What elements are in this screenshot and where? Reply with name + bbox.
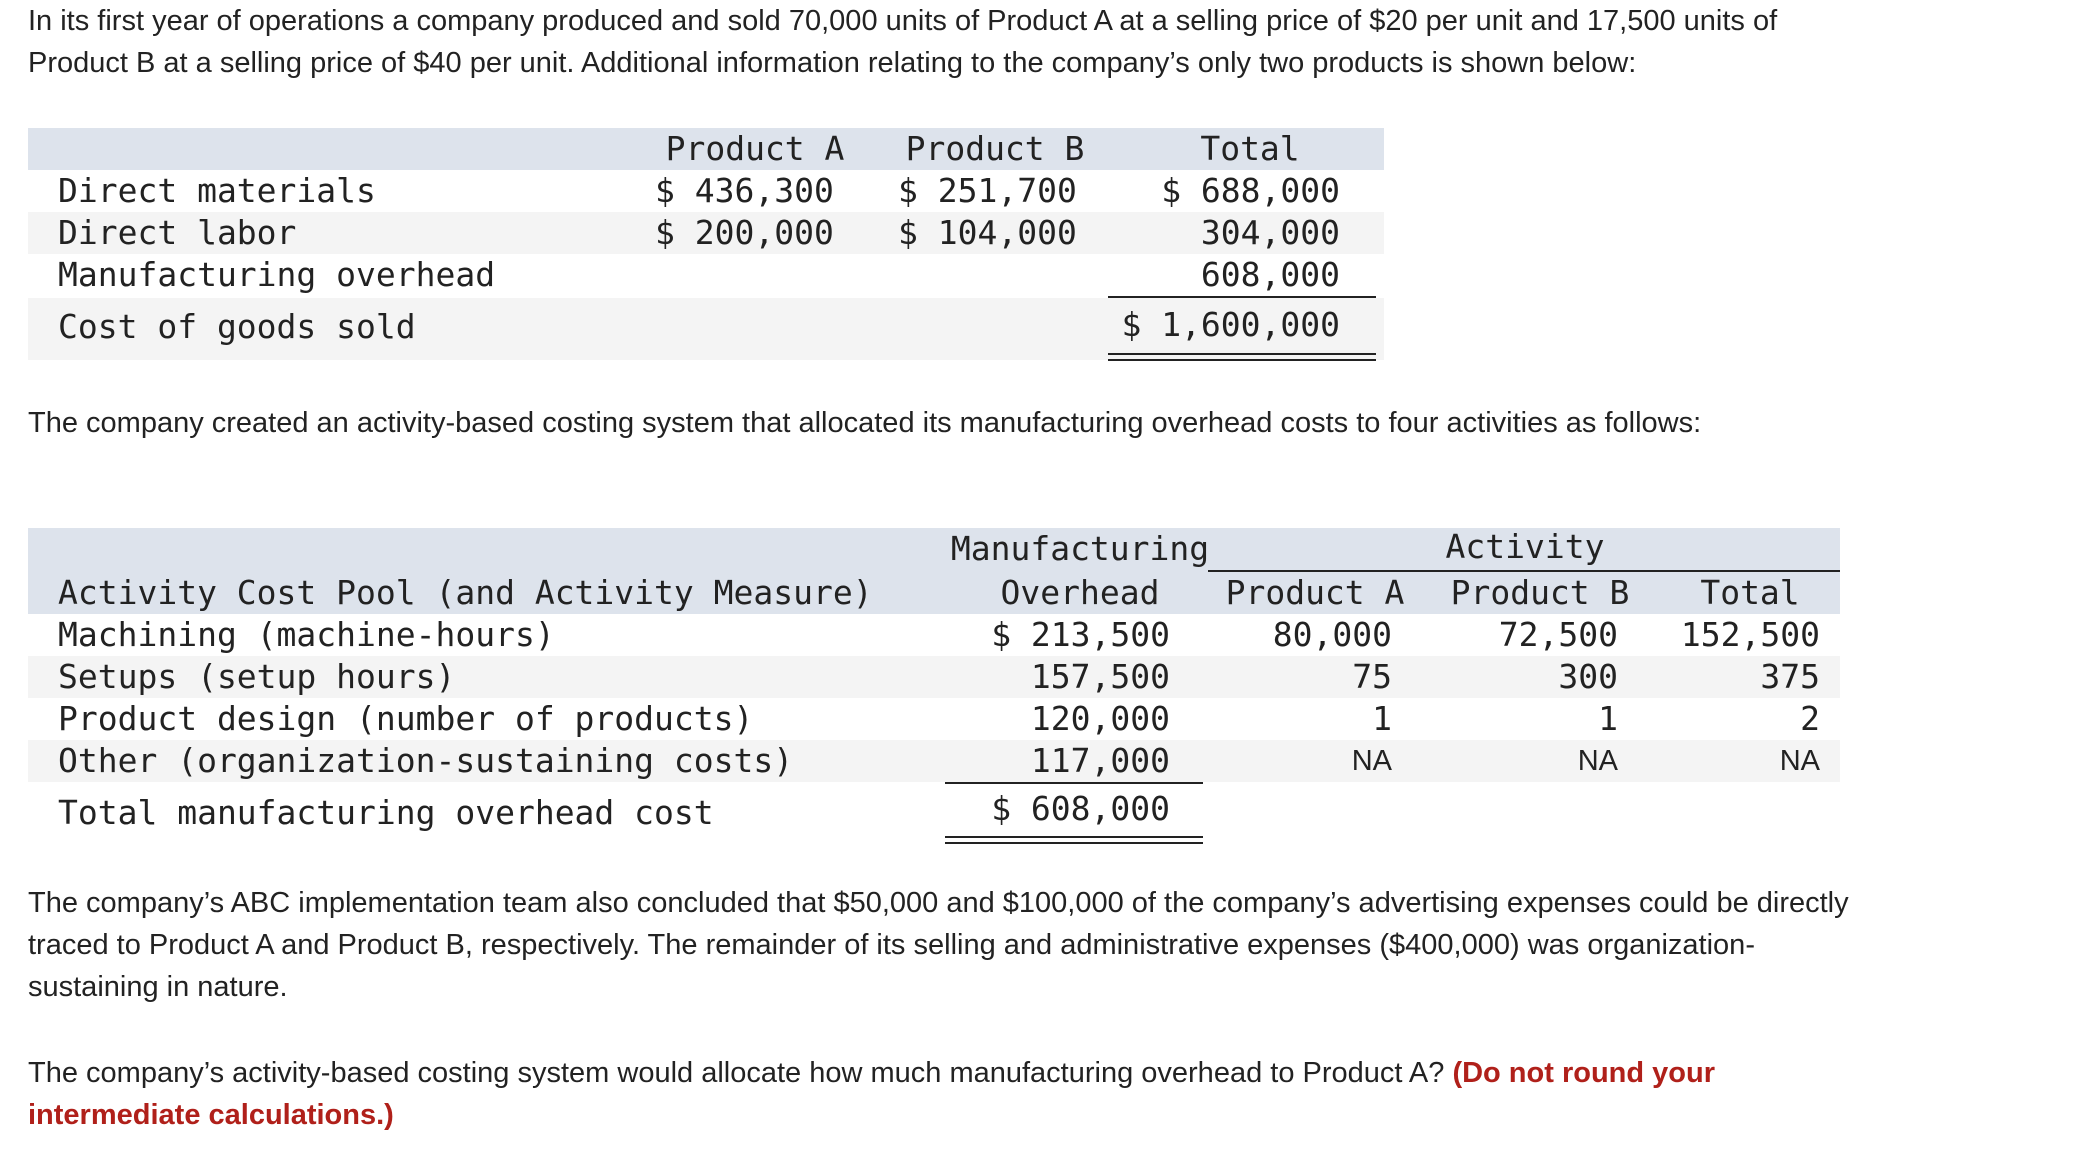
abc-header-product-a: Product A bbox=[1225, 573, 1405, 612]
advertising-line-3: sustaining in nature. bbox=[28, 971, 288, 1003]
cogs-total: $ 1,600,000 bbox=[1121, 305, 1340, 344]
cost-row-label: Direct labor bbox=[58, 213, 297, 252]
abc-subtotal-rule bbox=[945, 782, 1203, 784]
cost-row-product-a: $ 200,000 bbox=[655, 213, 834, 252]
abc-row-label: Machining (machine-hours) bbox=[58, 615, 555, 654]
abc-row-overhead: 117,000 bbox=[1030, 741, 1170, 780]
cost-header-product-b: Product B bbox=[905, 129, 1085, 168]
intro-paragraph: In its first year of operations a compan… bbox=[28, 0, 2048, 84]
advertising-line-2: traced to Product A and Product B, respe… bbox=[28, 929, 1755, 961]
advertising-paragraph: The company’s ABC implementation team al… bbox=[28, 882, 2048, 1008]
abc-row-overhead: 120,000 bbox=[1030, 699, 1170, 738]
abc-row-label: Setups (setup hours) bbox=[58, 657, 456, 696]
question-text: The company’s activity-based costing sys… bbox=[28, 1057, 1445, 1089]
abc-intro-paragraph: The company created an activity-based co… bbox=[28, 407, 1702, 439]
cost-row-product-b: $ 104,000 bbox=[898, 213, 1077, 252]
abc-row-product-b: 72,500 bbox=[1498, 615, 1618, 654]
abc-row-product-a: 75 bbox=[1352, 657, 1392, 696]
abc-row-product-b: 1 bbox=[1598, 699, 1618, 738]
abc-header-pool: Activity Cost Pool (and Activity Measure… bbox=[58, 573, 873, 612]
cost-header-product-a: Product A bbox=[665, 129, 845, 168]
abc-header-activity: Activity bbox=[1445, 527, 1605, 566]
abc-double-rule-bottom bbox=[945, 842, 1203, 844]
abc-total-label: Total manufacturing overhead cost bbox=[58, 793, 714, 832]
abc-double-rule-top bbox=[945, 836, 1203, 838]
cost-row-label: Direct materials bbox=[58, 171, 376, 210]
abc-table-stripe bbox=[28, 656, 1840, 698]
cost-subtotal-rule bbox=[1108, 296, 1376, 298]
cost-row-product-b: $ 251,700 bbox=[898, 171, 1077, 210]
abc-table-stripe bbox=[28, 740, 1840, 782]
abc-row-product-b: NA bbox=[1577, 745, 1618, 777]
abc-activity-rule bbox=[1208, 570, 1840, 572]
abc-row-product-b: 300 bbox=[1558, 657, 1618, 696]
intro-line-2: Product B at a selling price of $40 per … bbox=[28, 47, 1637, 79]
abc-total-overhead: $ 608,000 bbox=[991, 789, 1170, 828]
abc-header-overhead-2: Overhead bbox=[1000, 573, 1160, 612]
cogs-double-rule-bottom bbox=[1108, 359, 1376, 361]
question-note-continued: intermediate calculations.) bbox=[28, 1099, 394, 1131]
cost-table-stripe bbox=[28, 212, 1384, 254]
abc-row-label: Product design (number of products) bbox=[58, 699, 754, 738]
cost-row-total: 608,000 bbox=[1200, 255, 1340, 294]
abc-header-overhead-1: Manufacturing bbox=[950, 529, 1210, 568]
abc-row-total: 2 bbox=[1800, 699, 1820, 738]
cost-table-stripe bbox=[28, 298, 1384, 360]
cost-row-product-a: $ 436,300 bbox=[655, 171, 834, 210]
cogs-label: Cost of goods sold bbox=[58, 307, 416, 346]
abc-row-total: 152,500 bbox=[1680, 615, 1820, 654]
abc-row-total: 375 bbox=[1760, 657, 1820, 696]
advertising-line-1: The company’s ABC implementation team al… bbox=[28, 887, 1849, 919]
cost-table-header-band bbox=[28, 128, 1384, 170]
cost-row-label: Manufacturing overhead bbox=[58, 255, 496, 294]
cogs-double-rule-top bbox=[1108, 353, 1376, 355]
abc-row-product-a: NA bbox=[1351, 745, 1392, 777]
question-note: (Do not round your bbox=[1452, 1057, 1715, 1089]
abc-header-total: Total bbox=[1700, 573, 1800, 612]
cost-row-total: 304,000 bbox=[1200, 213, 1340, 252]
cost-header-total: Total bbox=[1200, 129, 1300, 168]
abc-row-product-a: 80,000 bbox=[1272, 615, 1392, 654]
abc-row-overhead: 157,500 bbox=[1030, 657, 1170, 696]
abc-row-product-a: 1 bbox=[1372, 699, 1392, 738]
cost-row-total: $ 688,000 bbox=[1161, 171, 1340, 210]
abc-row-label: Other (organization-sustaining costs) bbox=[58, 741, 794, 780]
intro-line-1: In its first year of operations a compan… bbox=[28, 5, 1778, 37]
question-paragraph: The company’s activity-based costing sys… bbox=[28, 1052, 2048, 1136]
abc-header-product-b: Product B bbox=[1450, 573, 1630, 612]
abc-row-total: NA bbox=[1779, 745, 1820, 777]
abc-row-overhead: $ 213,500 bbox=[991, 615, 1170, 654]
